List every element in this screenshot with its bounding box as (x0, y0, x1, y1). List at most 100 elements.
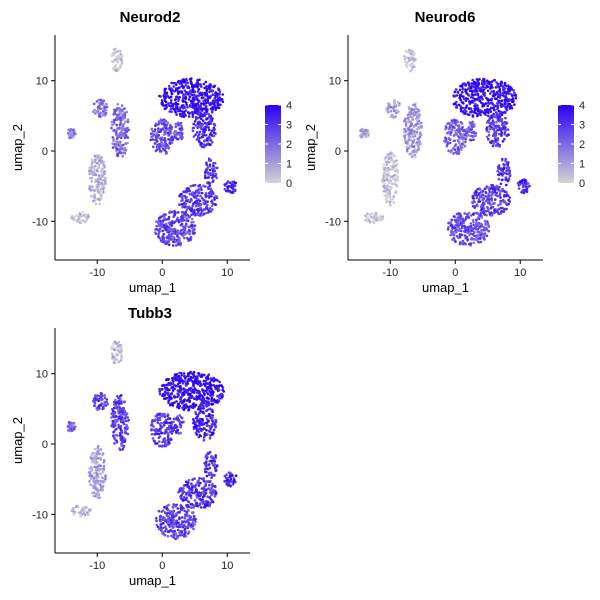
data-point (196, 496, 199, 499)
data-point (513, 91, 516, 95)
data-point (195, 196, 198, 200)
data-point (449, 133, 452, 136)
data-point (210, 403, 214, 406)
data-point (492, 114, 495, 117)
data-point (97, 108, 100, 111)
data-point (170, 125, 174, 129)
data-point (412, 53, 416, 57)
data-point (178, 194, 181, 198)
data-point (159, 215, 163, 219)
data-point (187, 518, 190, 522)
data-point (410, 64, 413, 68)
data-point (472, 227, 475, 231)
data-point (209, 459, 213, 463)
data-point (231, 184, 235, 188)
data-point (486, 104, 490, 108)
data-point (482, 202, 486, 206)
data-point (195, 504, 199, 507)
data-point (210, 418, 214, 422)
data-point (90, 180, 93, 183)
data-point (187, 98, 191, 101)
data-point (164, 390, 167, 394)
data-point (200, 418, 204, 421)
data-point (123, 400, 126, 404)
data-point (443, 139, 446, 143)
data-point (198, 99, 201, 103)
data-point (221, 388, 224, 392)
data-point (412, 138, 416, 142)
data-point (454, 123, 458, 127)
data-point (111, 146, 115, 149)
data-point (503, 87, 507, 90)
data-point (193, 193, 196, 197)
data-point (200, 405, 204, 409)
data-point (217, 106, 221, 110)
data-point (214, 99, 218, 102)
data-point (177, 123, 180, 127)
data-point (498, 143, 502, 147)
data-point (121, 416, 124, 419)
data-point (203, 176, 207, 179)
data-point (169, 421, 172, 425)
data-point (449, 122, 453, 125)
data-point (155, 517, 158, 520)
data-point (476, 110, 480, 113)
data-point (182, 388, 186, 391)
data-point (465, 128, 468, 131)
data-point (406, 120, 410, 124)
data-point (477, 197, 481, 201)
data-point (194, 489, 198, 493)
data-point (110, 54, 114, 57)
data-point (183, 89, 187, 92)
data-point (173, 383, 176, 387)
data-point (455, 230, 458, 234)
data-point (190, 503, 194, 506)
data-point (93, 199, 97, 202)
y-axis-title: umap_2 (10, 124, 25, 171)
data-point (471, 200, 474, 204)
data-point (80, 219, 84, 222)
data-point (364, 219, 368, 222)
data-point (417, 116, 420, 120)
data-point (203, 128, 207, 131)
data-point (511, 100, 515, 103)
data-point (166, 515, 170, 518)
data-point (396, 171, 400, 174)
data-point (496, 104, 500, 107)
data-point (167, 238, 171, 242)
data-point (205, 421, 209, 425)
data-point (206, 98, 210, 102)
data-point (189, 375, 193, 379)
data-point (196, 94, 200, 98)
data-point (189, 89, 192, 92)
data-point (161, 229, 164, 233)
data-point (502, 200, 506, 204)
data-point (204, 455, 208, 459)
data-point (187, 198, 190, 202)
data-point (163, 533, 166, 537)
data-point (218, 380, 221, 384)
data-point (208, 133, 212, 136)
data-point (211, 474, 215, 477)
data-point (118, 149, 121, 152)
data-point (123, 116, 127, 120)
data-point (161, 531, 164, 534)
data-point (167, 417, 170, 421)
data-point (457, 124, 461, 127)
data-point (203, 485, 206, 489)
data-point (504, 126, 507, 129)
data-point (476, 92, 480, 96)
data-point (384, 188, 387, 192)
data-point (190, 213, 193, 216)
data-point (461, 87, 465, 91)
data-point (181, 210, 184, 214)
data-point (183, 100, 187, 103)
data-point (212, 390, 215, 394)
data-point (178, 510, 182, 514)
data-point (207, 112, 210, 116)
data-point (214, 378, 217, 382)
data-point (223, 474, 227, 478)
data-point (385, 200, 388, 204)
